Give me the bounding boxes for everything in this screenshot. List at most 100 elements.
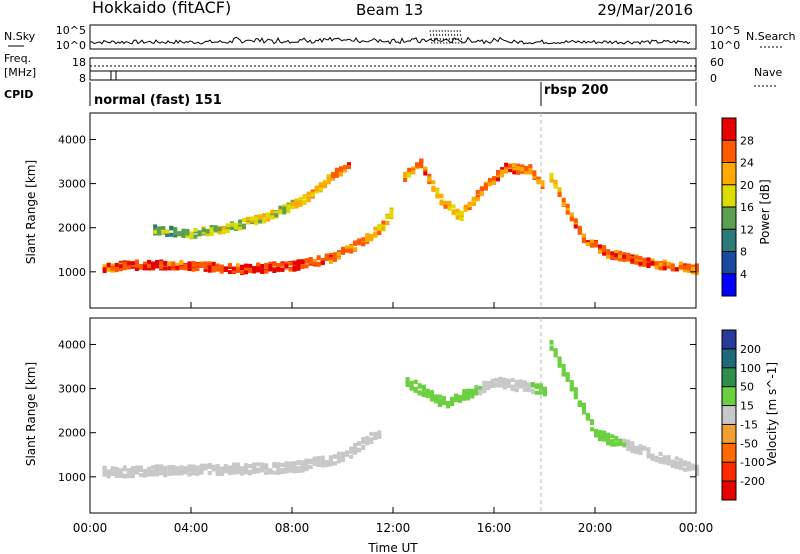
nave-label: Nave xyxy=(754,66,782,79)
nsky-label: N.Sky xyxy=(4,30,36,43)
range-cell xyxy=(199,465,204,470)
range-cell xyxy=(678,462,683,467)
range-cell xyxy=(122,467,127,472)
range-cell xyxy=(223,465,228,469)
range-cell xyxy=(341,458,345,463)
nsearch-label: N.Search xyxy=(746,30,796,43)
range-cell xyxy=(502,384,507,389)
range-cell xyxy=(626,443,631,448)
range-cell xyxy=(349,249,354,254)
range-cell xyxy=(618,254,623,259)
range-cell xyxy=(292,468,297,473)
range-cell xyxy=(454,397,459,402)
range-cell xyxy=(167,262,172,267)
range-cell xyxy=(455,213,460,218)
range-cell xyxy=(622,438,627,443)
freq-label: Freq. xyxy=(4,52,31,65)
range-cell xyxy=(650,261,655,266)
range-cell xyxy=(345,245,349,250)
freq-left-tick-top: 18 xyxy=(72,56,86,69)
range-cell xyxy=(691,266,695,271)
range-cell xyxy=(413,388,418,393)
range-cell xyxy=(143,264,147,269)
range-cell xyxy=(254,216,259,221)
range-cell xyxy=(290,205,295,210)
range-cell xyxy=(163,260,168,265)
x-tick-label: 12:00 xyxy=(376,521,411,535)
range-cell xyxy=(143,471,147,476)
range-cell xyxy=(602,251,607,256)
range-cell xyxy=(462,396,467,401)
range-cell xyxy=(286,209,291,214)
range-cell xyxy=(173,227,178,231)
range-cell xyxy=(658,262,663,267)
range-cell xyxy=(306,191,311,196)
colorbar-tick-label: 200 xyxy=(740,343,761,356)
range-cell xyxy=(381,220,386,225)
range-cell xyxy=(134,259,139,264)
y-tick-label: 3000 xyxy=(58,383,86,396)
range-cell xyxy=(585,413,590,418)
range-cell xyxy=(506,378,511,383)
range-cell xyxy=(173,231,178,236)
range-cell xyxy=(282,206,287,211)
range-cell xyxy=(227,466,232,471)
range-cell xyxy=(126,261,131,266)
colorbar-swatch xyxy=(722,162,736,185)
range-cell xyxy=(494,377,499,382)
noise-right-bottom-tick: 10^0 xyxy=(710,39,740,52)
range-cell xyxy=(130,466,135,471)
range-cell xyxy=(474,391,479,396)
range-cell xyxy=(381,226,386,231)
range-cell xyxy=(153,224,158,229)
range-cell xyxy=(159,469,164,474)
range-cell xyxy=(646,454,651,459)
range-cell xyxy=(569,384,574,389)
range-cell xyxy=(646,447,651,452)
colorbar-swatch xyxy=(722,207,736,230)
y-tick-label: 2000 xyxy=(58,427,86,440)
range-cell xyxy=(536,179,541,183)
range-cell xyxy=(365,233,370,238)
range-cell xyxy=(229,226,234,231)
range-cell xyxy=(282,210,287,215)
range-cell xyxy=(435,189,440,194)
range-cell xyxy=(500,169,505,174)
range-cell xyxy=(347,162,351,167)
range-cell xyxy=(316,463,321,467)
range-cell xyxy=(126,265,131,270)
range-cell xyxy=(211,464,216,469)
range-cell xyxy=(520,167,525,172)
range-cell xyxy=(622,442,627,447)
range-cell xyxy=(638,256,643,261)
range-cell xyxy=(165,233,170,237)
range-cell xyxy=(248,263,253,268)
range-cell xyxy=(630,256,635,261)
x-axis-label: Time UT xyxy=(367,541,418,554)
noise-left-top-tick: 10^5 xyxy=(56,24,86,37)
range-cell xyxy=(147,470,152,475)
range-cell xyxy=(256,468,261,473)
range-cell xyxy=(175,466,180,471)
range-cell xyxy=(443,204,448,209)
range-cell xyxy=(594,432,598,437)
range-cell xyxy=(482,389,487,394)
range-cell xyxy=(462,389,467,394)
range-cell xyxy=(349,454,354,459)
feature-evening-descent xyxy=(549,172,699,276)
range-cell xyxy=(163,465,168,470)
range-cell xyxy=(246,217,250,221)
range-cell xyxy=(409,380,414,385)
range-cell xyxy=(114,268,119,273)
range-cell xyxy=(183,263,188,268)
range-cell xyxy=(466,388,471,393)
range-cell xyxy=(561,202,566,207)
range-cell xyxy=(304,258,309,263)
range-cell xyxy=(581,404,586,409)
range-cell xyxy=(191,467,196,472)
range-cell xyxy=(353,448,358,453)
range-cell xyxy=(581,406,586,411)
range-cell xyxy=(518,379,523,384)
x-tick-label: 16:00 xyxy=(477,521,512,535)
range-cell xyxy=(215,470,220,475)
